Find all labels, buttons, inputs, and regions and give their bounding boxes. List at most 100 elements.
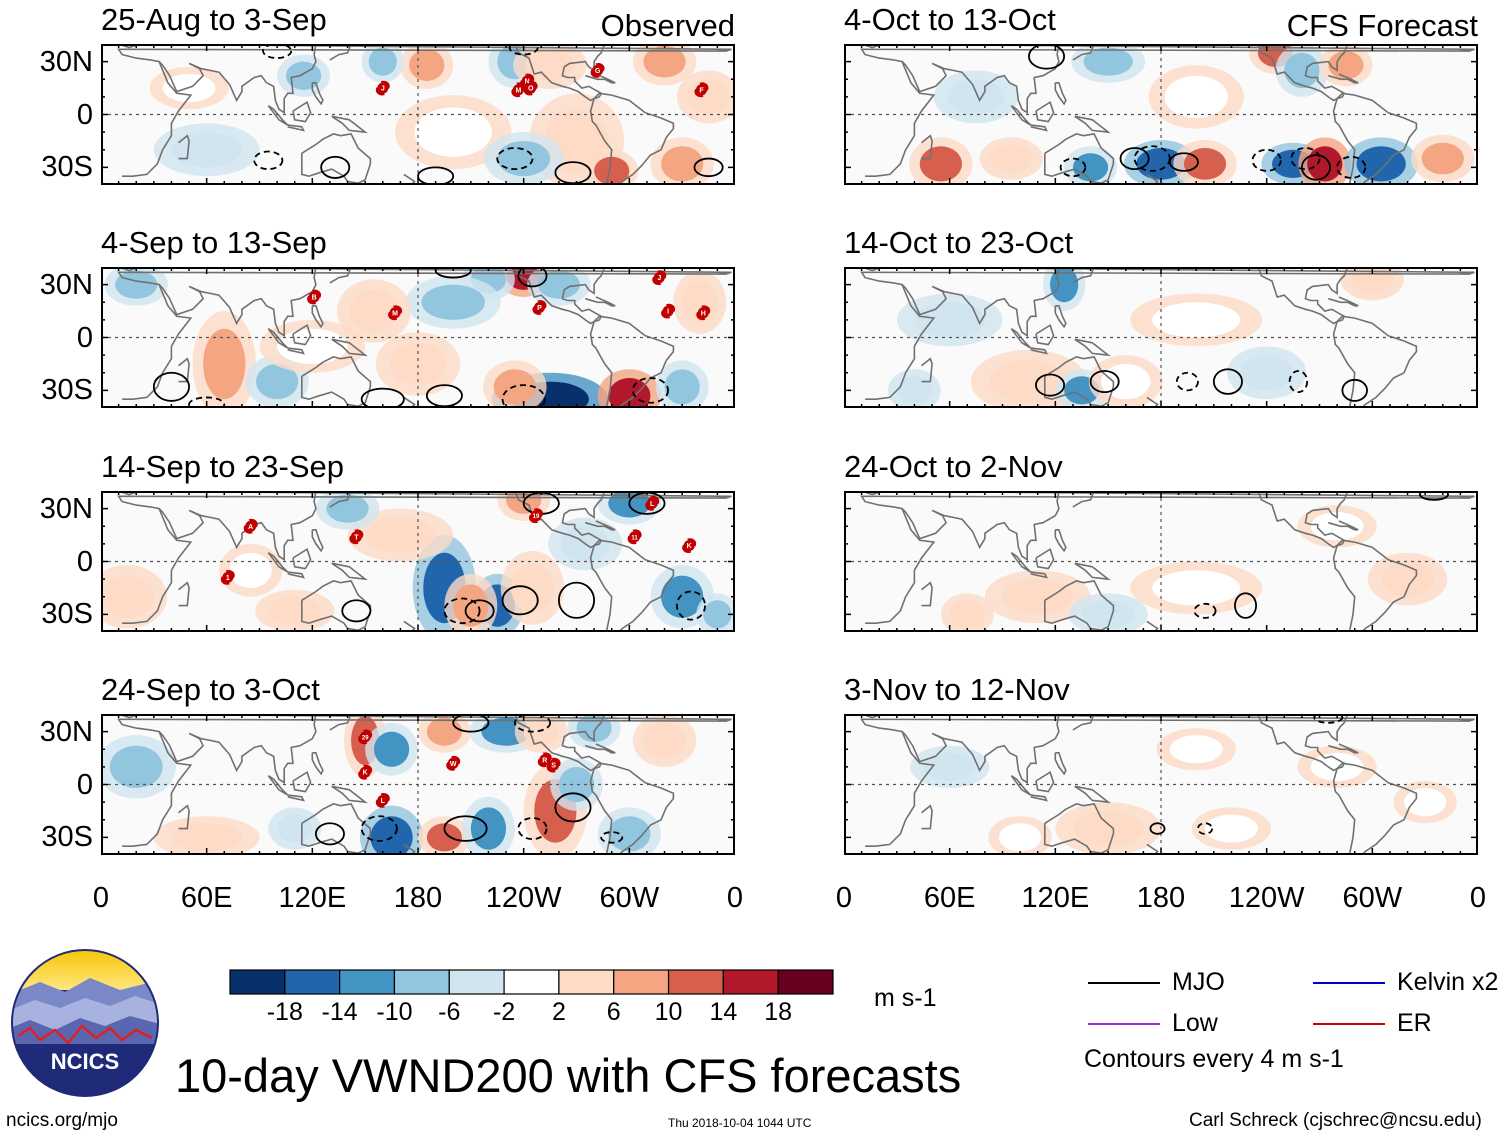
coastline <box>117 718 727 847</box>
panel-title: 3-Nov to 12-Nov <box>844 672 1070 707</box>
coastline <box>292 547 312 570</box>
anomaly-core <box>1328 51 1364 80</box>
ncics-logo: NCICS <box>11 949 159 1097</box>
storm-body <box>512 84 524 96</box>
anomaly-core <box>373 731 410 767</box>
storm-marker: B <box>307 289 322 305</box>
coastline <box>1035 547 1055 570</box>
coastline <box>1035 100 1055 123</box>
coastline <box>292 323 312 346</box>
lon-tick-label: 60E <box>923 882 976 914</box>
lat-tick-label: 0 <box>76 321 93 354</box>
panel-map: A T 19 L 11 K 1 <box>101 491 735 632</box>
storm-body <box>389 307 401 319</box>
mjo-contour-negative <box>1336 155 1367 179</box>
legend-line <box>1088 982 1160 984</box>
coastline <box>267 775 289 796</box>
coastline <box>178 804 190 830</box>
coastline <box>1332 315 1418 408</box>
coastline <box>1072 491 1095 508</box>
lat-tick-label: 30S <box>41 821 93 854</box>
panel-map <box>844 714 1478 855</box>
coastline <box>267 105 289 126</box>
coastline <box>1030 347 1048 355</box>
coastline <box>1257 491 1349 549</box>
storm-label: L <box>650 501 655 508</box>
lat-tick-label: 30N <box>39 45 93 78</box>
lon-tick-label: 0 <box>92 882 110 914</box>
coastline <box>1010 552 1032 573</box>
coastline <box>178 581 190 607</box>
lat-tick-label: 30S <box>41 374 93 407</box>
coastline <box>1328 73 1359 84</box>
lon-tick-label: 120E <box>278 882 347 914</box>
coastline <box>1054 528 1067 553</box>
anomaly-core <box>1083 47 1133 76</box>
storm-body <box>308 291 320 303</box>
storm-body <box>548 759 560 771</box>
logo-text: NCICS <box>51 1049 119 1074</box>
coastline <box>1257 714 1349 772</box>
anomaly-core <box>326 494 369 523</box>
anomaly-core <box>1081 600 1135 629</box>
legend-label: ER <box>1397 1009 1432 1037</box>
anomaly-core <box>896 376 933 405</box>
storm-label: P <box>537 305 542 312</box>
mjo-contour-negative <box>262 44 293 59</box>
mjo-contour-negative <box>1175 371 1199 392</box>
anomaly-core <box>643 45 686 78</box>
anomaly-core <box>687 79 730 115</box>
coastline <box>292 770 312 793</box>
coastline <box>301 580 372 632</box>
coastline <box>1054 304 1067 329</box>
anomaly-core <box>268 596 322 625</box>
colorbar-label: -18 <box>266 998 303 1026</box>
coastline <box>1072 44 1095 61</box>
anomaly-core <box>349 289 399 333</box>
coastline <box>403 620 416 632</box>
coastline <box>860 48 1470 177</box>
coastline <box>1035 323 1055 346</box>
storm-label: I <box>667 309 669 316</box>
mjo-contour-negative <box>1288 370 1309 394</box>
anomaly-core <box>1284 52 1320 89</box>
storm-marker: A <box>243 518 258 534</box>
coastline <box>1257 267 1349 325</box>
anomaly-core <box>426 717 463 746</box>
coastline <box>1074 115 1111 134</box>
storm-label: M <box>392 310 398 317</box>
coastline <box>589 92 675 185</box>
anomaly-core <box>1421 142 1464 175</box>
storm-body <box>222 571 234 583</box>
lon-tick-label: 120W <box>485 882 562 914</box>
mjo-contour-positive <box>517 267 548 288</box>
site-url: ncics.org/mjo <box>6 1110 118 1131</box>
coastline <box>118 491 732 499</box>
anomaly-core <box>990 360 1068 403</box>
coastline <box>331 785 368 804</box>
coastline <box>117 495 727 624</box>
storm-body <box>539 754 551 766</box>
mjo-contour-positive <box>1168 152 1199 172</box>
storm-body <box>377 82 389 94</box>
storm-label: J <box>657 275 661 282</box>
panel-title: 24-Oct to 2-Nov <box>844 449 1063 484</box>
storm-label: 29 <box>362 735 369 741</box>
mjo-contour-positive <box>417 166 455 185</box>
coastline <box>585 743 616 754</box>
coastline <box>1030 571 1048 579</box>
coastline <box>1010 775 1032 796</box>
colorbar-segment <box>558 969 615 995</box>
mjo-contour-positive <box>1119 147 1150 171</box>
mjo-contour-positive <box>341 599 372 623</box>
mjo-contour-positive <box>443 815 488 842</box>
mjo-contour-positive <box>1234 592 1257 619</box>
lat-tick-label: 0 <box>76 98 93 131</box>
lon-tick-label: 180 <box>393 882 443 914</box>
anomaly-core <box>1152 302 1241 338</box>
anomaly-core <box>389 342 447 386</box>
mjo-contour-negative <box>1197 822 1213 835</box>
coastline <box>514 267 606 325</box>
coastline <box>589 539 675 632</box>
coastline <box>901 267 1060 338</box>
